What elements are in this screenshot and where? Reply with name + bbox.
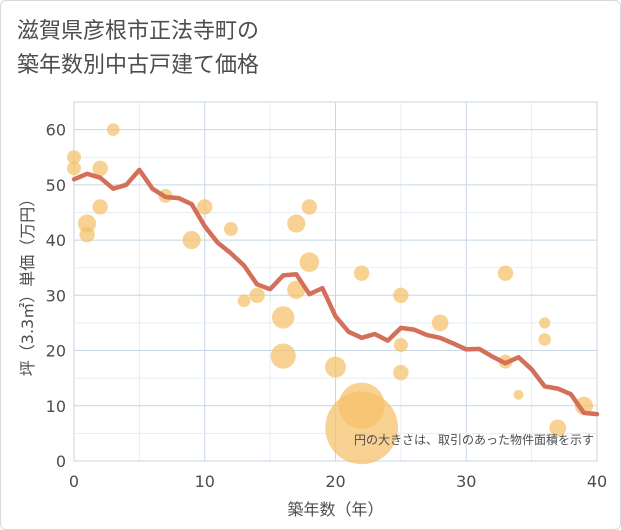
scatter-point (182, 230, 201, 250)
scatter-point (67, 150, 81, 165)
scatter-point (249, 287, 265, 304)
scatter-point (299, 252, 320, 272)
scatter-point (513, 389, 524, 400)
scatter-point (539, 317, 551, 329)
y-tick-label: 40 (46, 231, 66, 250)
scatter-point (272, 306, 295, 329)
chart-title: 滋賀県彦根市正法寺町の 築年数別中古戸建て価格 (17, 15, 259, 83)
scatter-point (79, 226, 95, 243)
scatter-point (325, 391, 399, 465)
scatter-point (393, 338, 408, 353)
scatter-point (538, 333, 551, 346)
scatter-point (497, 265, 514, 281)
scatter-point (237, 294, 251, 308)
x-tick-label: 20 (325, 472, 345, 491)
scatter-point (393, 287, 409, 304)
x-axis-title: 築年数（年） (287, 500, 383, 519)
y-tick-label: 50 (46, 176, 66, 195)
bubble-series (67, 123, 594, 465)
chart-annotation: 円の大きさは、取引のあった物件面積を示す (354, 432, 594, 447)
y-axis-title: 坪（3.3㎡）単価（万円） (18, 191, 37, 376)
axis-ticks: 0 10 20 30 40 0 10 20 30 40 50 60 (46, 121, 608, 491)
y-tick-label: 0 (56, 452, 66, 471)
scatter-point (106, 123, 120, 136)
scatter-point (301, 199, 318, 215)
y-tick-label: 60 (46, 121, 66, 140)
scatter-point (549, 419, 567, 437)
y-tick-label: 20 (46, 342, 66, 361)
scatter-point (92, 160, 108, 176)
scatter-point (223, 222, 238, 237)
scatter-point (431, 314, 449, 332)
chart-title-line-2: 築年数別中古戸建て価格 (17, 53, 260, 78)
scatter-point (67, 161, 81, 176)
average-line-series (71, 167, 600, 417)
scatter-point (77, 214, 97, 233)
scatter-point (287, 214, 306, 233)
grid (73, 101, 598, 462)
scatter-point (325, 356, 346, 378)
x-tick-label: 40 (587, 472, 607, 491)
average-price-line (71, 167, 600, 417)
y-tick-label: 30 (46, 286, 66, 305)
x-tick-label: 10 (195, 472, 215, 491)
scatter-point (393, 364, 409, 381)
scatter-point (197, 199, 213, 215)
x-tick-label: 30 (456, 472, 476, 491)
y-tick-label: 10 (46, 397, 66, 416)
scatter-point (270, 343, 296, 369)
x-tick-label: 0 (69, 472, 79, 491)
scatter-point (353, 265, 370, 281)
scatter-point (92, 199, 108, 215)
chart-title-line-1: 滋賀県彦根市正法寺町の (17, 19, 260, 44)
